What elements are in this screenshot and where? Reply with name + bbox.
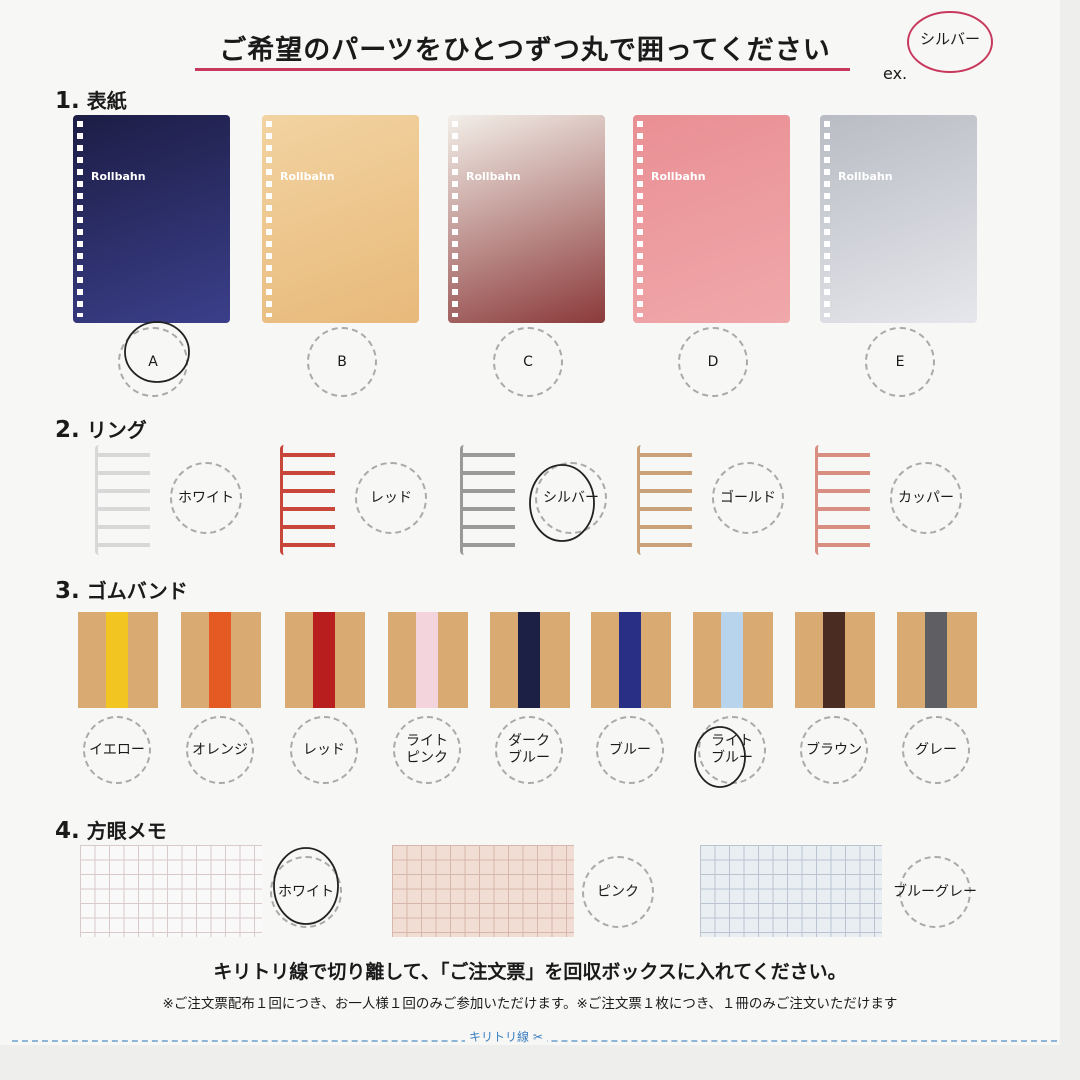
cover-choice-circle[interactable]: E [865,327,935,397]
brand-logo: Rollbahn [91,170,146,183]
ring-sample [637,445,692,555]
cover-choice-circle[interactable]: D [678,327,748,397]
memo-sample [392,845,574,937]
ring-choice-circle[interactable]: ホワイト [170,462,242,534]
brand-logo: Rollbahn [838,170,893,183]
section-label: 表紙 [86,89,127,113]
band-strip [925,612,947,708]
ring-sample [460,445,515,555]
spiral-holes [452,121,458,317]
footer-instruction: キリトリ線で切り離して、「ご注文票」を回収ボックスに入れてください。 [213,961,847,983]
section-heading-3: 3. ゴムバンド [55,575,188,604]
cover-option-e: Rollbahn [820,115,977,323]
spiral-holes [824,121,830,317]
ring-choice-circle[interactable]: ゴールド [712,462,784,534]
band-sample [693,612,773,708]
band-strip [619,612,641,708]
title-underline [195,68,850,71]
band-choice-circle[interactable]: イエロー [83,716,151,784]
example-label: シルバー [919,30,980,48]
brand-logo: Rollbahn [466,170,521,183]
band-choice-circle[interactable]: ブルー [596,716,664,784]
memo-choice-circle[interactable]: ホワイト [270,856,342,928]
spiral-holes [77,121,83,317]
ring-sample [815,445,870,555]
band-sample [897,612,977,708]
band-sample [591,612,671,708]
section-number: 1. [55,88,80,114]
band-sample [388,612,468,708]
band-strip [721,612,743,708]
cover-option-d: Rollbahn [633,115,790,323]
memo-sample [80,845,262,937]
ring-choice-circle[interactable]: シルバー [535,462,607,534]
brand-logo: Rollbahn [651,170,706,183]
ring-choice-circle[interactable]: カッパー [890,462,962,534]
band-strip [518,612,540,708]
band-choice-circle[interactable]: オレンジ [186,716,254,784]
section-heading-2: 2. リング [55,414,147,443]
section-number: 2. [55,417,80,443]
band-choice-circle[interactable]: ダーク ブルー [495,716,563,784]
band-sample [490,612,570,708]
memo-choice-circle[interactable]: ピンク [582,856,654,928]
footer-note: ※ご注文票配布１回につき、お一人様１回のみご参加いただけます。※ご注文票１枚につ… [162,996,898,1012]
band-choice-circle[interactable]: グレー [902,716,970,784]
cover-option-b: Rollbahn [262,115,419,323]
section-number: 3. [55,578,80,604]
cover-choice-circle[interactable]: A [118,327,188,397]
band-strip [416,612,438,708]
cover-choice-circle[interactable]: C [493,327,563,397]
section-label: リング [86,418,147,442]
cover-choice-circle[interactable]: B [307,327,377,397]
band-strip [313,612,335,708]
memo-choice-circle[interactable]: ブルーグレー [893,856,977,928]
band-sample [795,612,875,708]
ring-sample [95,445,150,555]
ring-choice-circle[interactable]: レッド [355,462,427,534]
cover-option-a: Rollbahn [73,115,230,323]
section-label: ゴムバンド [86,579,188,603]
cut-line-label: キリトリ線 ✂ [465,1028,547,1045]
page-title: ご希望のパーツをひとつずつ丸で囲ってください [219,35,831,66]
band-strip [209,612,231,708]
section-number: 4. [55,818,80,844]
band-choice-circle[interactable]: ライト ブルー [698,716,766,784]
band-sample [78,612,158,708]
section-heading-4: 4. 方眼メモ [55,815,167,844]
ring-sample [280,445,335,555]
example-prefix: ex. [883,64,908,83]
brand-logo: Rollbahn [280,170,335,183]
section-heading-1: 1. 表紙 [55,85,127,114]
band-choice-circle[interactable]: ブラウン [800,716,868,784]
band-strip [823,612,845,708]
cover-option-c: Rollbahn [448,115,605,323]
spiral-holes [637,121,643,317]
band-choice-circle[interactable]: ライト ピンク [393,716,461,784]
band-sample [285,612,365,708]
band-strip [106,612,128,708]
section-label: 方眼メモ [86,819,167,843]
memo-sample [700,845,882,937]
band-choice-circle[interactable]: レッド [290,716,358,784]
band-sample [181,612,261,708]
spiral-holes [266,121,272,317]
